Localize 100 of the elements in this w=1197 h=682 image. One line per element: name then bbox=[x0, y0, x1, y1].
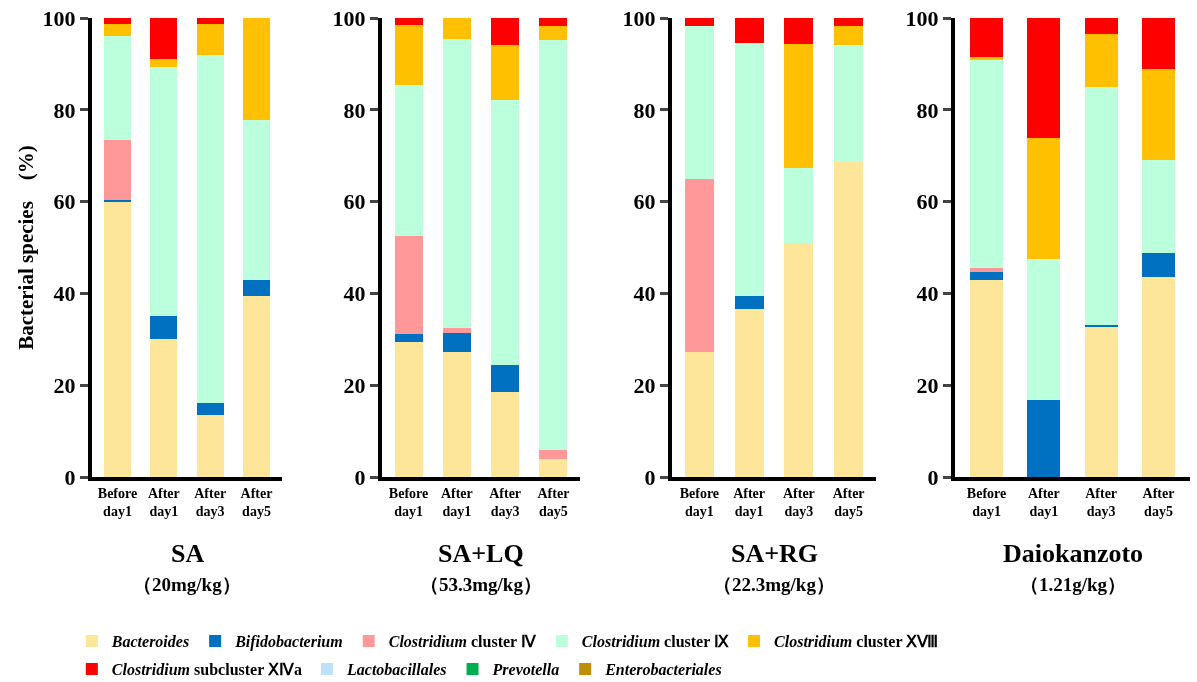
bar bbox=[395, 334, 423, 342]
text: SA+LQ bbox=[438, 539, 524, 568]
bar bbox=[491, 392, 519, 477]
y-tick-label: 80 bbox=[633, 97, 656, 123]
bar bbox=[539, 26, 567, 40]
x-tick-label: After day5 bbox=[537, 485, 570, 519]
bar bbox=[491, 100, 519, 365]
bar bbox=[685, 179, 714, 352]
bar bbox=[784, 168, 813, 243]
y-tick-label: 0 bbox=[927, 464, 939, 490]
text: SA+RG bbox=[731, 539, 819, 568]
text: （53.3mg/kg） bbox=[420, 574, 542, 595]
bar bbox=[443, 18, 471, 39]
bar bbox=[197, 403, 224, 415]
bar bbox=[1027, 400, 1060, 477]
y-tick-label: 60 bbox=[916, 189, 939, 215]
bar bbox=[735, 43, 764, 296]
bar bbox=[1085, 327, 1118, 477]
bar bbox=[1027, 259, 1060, 400]
y-tick-label: 100 bbox=[332, 5, 366, 31]
y-tick-label: 20 bbox=[343, 372, 366, 398]
x-tick-label: Before day1 bbox=[388, 485, 429, 519]
bar bbox=[1027, 138, 1060, 259]
bar bbox=[834, 45, 863, 162]
legend-label: Clostridium cluster ⅩⅧ bbox=[774, 633, 939, 651]
y-tick-label: 0 bbox=[644, 464, 656, 490]
bar bbox=[243, 296, 270, 477]
bar bbox=[197, 18, 224, 24]
bar bbox=[970, 272, 1003, 280]
bar bbox=[685, 352, 714, 477]
y-tick-label: 40 bbox=[633, 281, 656, 307]
bar bbox=[443, 328, 471, 333]
bar bbox=[1085, 87, 1118, 325]
text: SA bbox=[171, 539, 205, 568]
bar bbox=[685, 18, 714, 26]
bar bbox=[443, 352, 471, 477]
bar bbox=[197, 55, 224, 403]
text: Daiokanzoto bbox=[1003, 539, 1144, 568]
bar bbox=[491, 18, 519, 45]
x-tick-label: After day3 bbox=[1085, 485, 1118, 519]
x-tick-label: Before day1 bbox=[679, 485, 720, 519]
y-tick-label: 100 bbox=[905, 5, 939, 31]
bar bbox=[443, 333, 471, 352]
y-tick-label: 0 bbox=[64, 464, 76, 490]
bar bbox=[443, 39, 471, 328]
bar bbox=[197, 415, 224, 477]
y-tick-label: 80 bbox=[916, 97, 939, 123]
bar bbox=[970, 268, 1003, 272]
bar bbox=[735, 18, 764, 43]
bar bbox=[970, 60, 1003, 268]
bar bbox=[104, 18, 131, 24]
legend-label: Lactobacillales bbox=[346, 661, 447, 679]
bar bbox=[539, 450, 567, 459]
y-tick-label: 100 bbox=[42, 5, 76, 31]
text: （20mg/kg） bbox=[133, 574, 241, 595]
bar bbox=[104, 24, 131, 36]
y-tick-label: 40 bbox=[53, 281, 76, 307]
bar bbox=[150, 59, 177, 67]
bar bbox=[685, 26, 714, 179]
text: （22.3mg/kg） bbox=[713, 574, 835, 595]
bar bbox=[1142, 160, 1175, 253]
legend-label: Bacteroides bbox=[110, 633, 190, 651]
bar bbox=[1085, 18, 1118, 34]
bar bbox=[395, 25, 423, 85]
bar bbox=[104, 36, 131, 140]
y-tick-label: 20 bbox=[916, 372, 939, 398]
bar bbox=[970, 280, 1003, 477]
bar bbox=[104, 202, 131, 477]
x-tick-label: After day1 bbox=[1027, 485, 1060, 519]
bar bbox=[197, 24, 224, 55]
bar bbox=[1085, 34, 1118, 87]
bar bbox=[243, 280, 270, 296]
y-tick-label: 100 bbox=[622, 5, 656, 31]
bar bbox=[970, 18, 1003, 57]
x-tick-label: Before day1 bbox=[966, 485, 1007, 519]
y-tick-label: 60 bbox=[343, 189, 366, 215]
legend-label: Clostridium cluster Ⅳ bbox=[388, 633, 537, 651]
bar bbox=[784, 243, 813, 477]
bar bbox=[834, 18, 863, 26]
bar bbox=[491, 365, 519, 392]
x-tick-label: After day3 bbox=[489, 485, 522, 519]
y-tick-label: 20 bbox=[53, 372, 76, 398]
x-tick-label: After day1 bbox=[147, 485, 180, 519]
legend-label: Enterobacteriales bbox=[604, 661, 722, 679]
x-tick-label: After day3 bbox=[194, 485, 227, 519]
bar bbox=[395, 18, 423, 25]
bar bbox=[243, 120, 270, 280]
bar bbox=[735, 309, 764, 477]
y-axis-title: Bacterial species (%) bbox=[14, 145, 39, 350]
y-tick-label: 20 bbox=[633, 372, 656, 398]
bar bbox=[784, 44, 813, 168]
bar bbox=[395, 236, 423, 334]
bar bbox=[539, 459, 567, 477]
legend-label: Prevotella bbox=[491, 661, 560, 679]
bar bbox=[150, 67, 177, 316]
text: （1.21g/kg） bbox=[1020, 574, 1127, 595]
bar bbox=[735, 296, 764, 309]
bar bbox=[491, 45, 519, 100]
bar bbox=[150, 18, 177, 59]
legend-label: Clostridium subcluster ⅩⅣa bbox=[111, 661, 303, 679]
